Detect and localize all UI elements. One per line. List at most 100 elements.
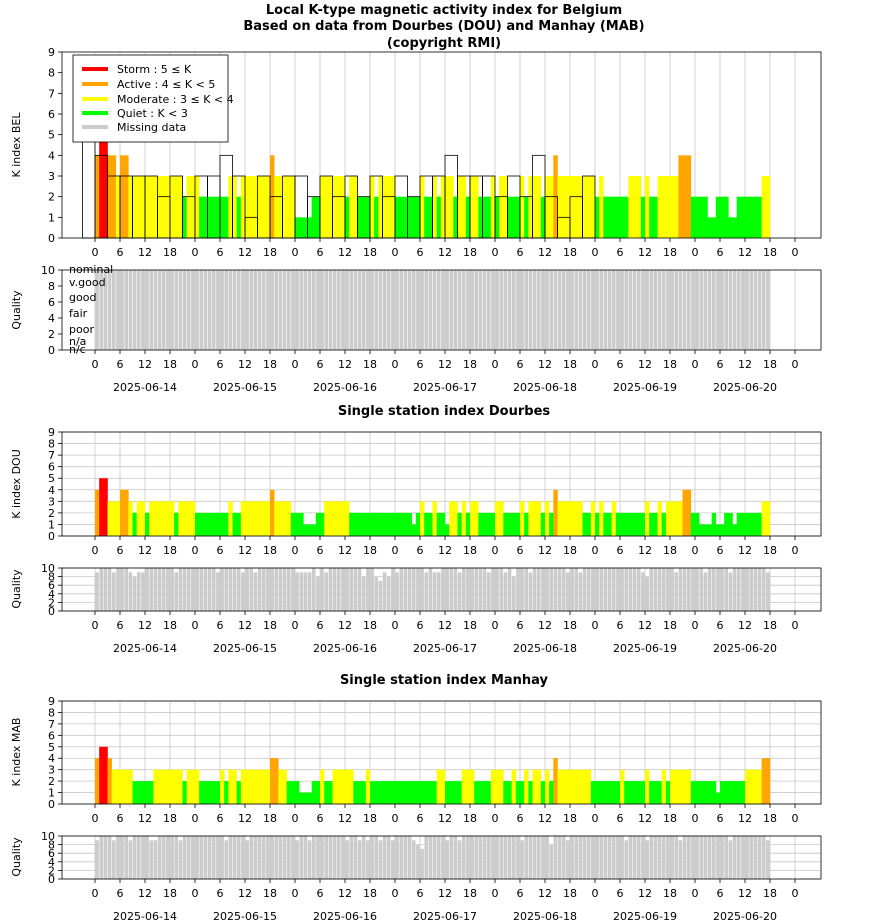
x-tick-label: 6 [417,619,424,632]
k-bar [328,176,333,238]
x-tick-label: 12 [438,887,452,900]
k-bar [295,512,300,536]
date-label: 2025-06-15 [213,910,277,923]
quality-bar [632,836,637,879]
x-tick-label: 0 [192,544,199,557]
k-bar [153,501,158,536]
y-tick-label: 3 [48,764,55,777]
quality-bar [466,568,470,611]
quality-bar [153,270,158,350]
chart-title: Local K-type magnetic activity index for… [266,3,622,18]
quality-bar [566,840,570,879]
quality-bar [674,836,679,879]
k-bar [186,769,192,804]
k-bar [199,196,204,238]
quality-bar [536,270,541,350]
x-tick-label: 12 [538,358,552,371]
y-tick-label: 4 [48,588,55,601]
quality-bar [649,568,654,611]
quality-bar [303,270,308,350]
y-tick-label: 9 [48,426,55,439]
y-tick-label: 5 [48,129,55,142]
quality-label-na: n/a [69,335,86,348]
x-tick-label: 6 [717,619,724,632]
quality-bar [395,836,399,879]
x-tick-label: 6 [517,246,524,259]
quality-bar [357,840,362,879]
k-bar [340,176,346,238]
k-bar [465,769,471,804]
quality-bar [149,568,154,611]
k-bar [178,176,183,238]
quality-bar [628,270,633,350]
k-bar [665,176,671,238]
quality-bar [536,836,541,879]
x-tick-label: 18 [263,619,277,632]
quality-bar [532,568,537,611]
quality-bar [541,568,545,611]
k-bar [699,196,704,238]
quality-bar [561,836,566,879]
x-tick-label: 6 [217,358,224,371]
quality-bar [132,836,137,879]
quality-bar [545,836,549,879]
x-tick-label: 12 [638,887,652,900]
quality-bar [553,270,558,350]
date-label: 2025-06-17 [413,381,477,394]
k-bar [461,176,467,238]
k-bar [420,781,425,804]
k-bar [215,781,221,804]
quality-bar [411,840,416,879]
quality-bar [316,270,320,350]
y-tick-label: 0 [48,873,55,886]
k-bar [228,501,233,536]
k-bar [595,196,600,238]
k-bar [620,512,625,536]
k-bar [353,781,358,804]
quality-bar [528,836,533,879]
k-bar [732,217,737,238]
k-bar [399,196,404,238]
x-tick-label: 0 [92,358,99,371]
quality-bar [570,836,574,879]
quality-bar [591,568,595,611]
y-tick-label: 2 [48,328,55,341]
quality-bar [324,572,329,611]
k-bar [253,769,258,804]
k-bar [207,781,212,804]
quality-bar [449,836,454,879]
x-tick-label: 12 [338,246,352,259]
quality-bar [124,270,129,350]
k-bar [511,512,517,536]
k-bar [432,176,437,238]
k-bar [482,196,487,238]
quality-bar [203,270,208,350]
date-label: 2025-06-17 [413,642,477,655]
quality-bar [199,836,204,879]
quality-bar [403,836,408,879]
quality-bar [224,840,229,879]
k-bar [636,781,642,804]
k-bar [640,781,646,804]
y-tick-label: 5 [48,472,55,485]
date-label: 2025-06-18 [513,642,577,655]
k-bar [282,769,287,804]
quality-bar [336,270,341,350]
quality-bar [574,836,579,879]
k-bar [103,746,108,804]
k-bar [603,196,608,238]
quality-bar [320,568,324,611]
quality-bar [266,270,270,350]
quality-bar [645,270,649,350]
quality-bar [157,270,162,350]
y-tick-label: 8 [48,67,55,80]
dou-ylabel: K index DOU [10,449,23,518]
date-label: 2025-06-16 [313,642,377,655]
k-bar [390,176,396,238]
k-bar [678,155,683,238]
quality-bar [332,568,337,611]
quality-bar [549,270,554,350]
x-tick-label: 0 [392,619,399,632]
quality-bar [145,568,149,611]
quality-bar [511,576,516,611]
